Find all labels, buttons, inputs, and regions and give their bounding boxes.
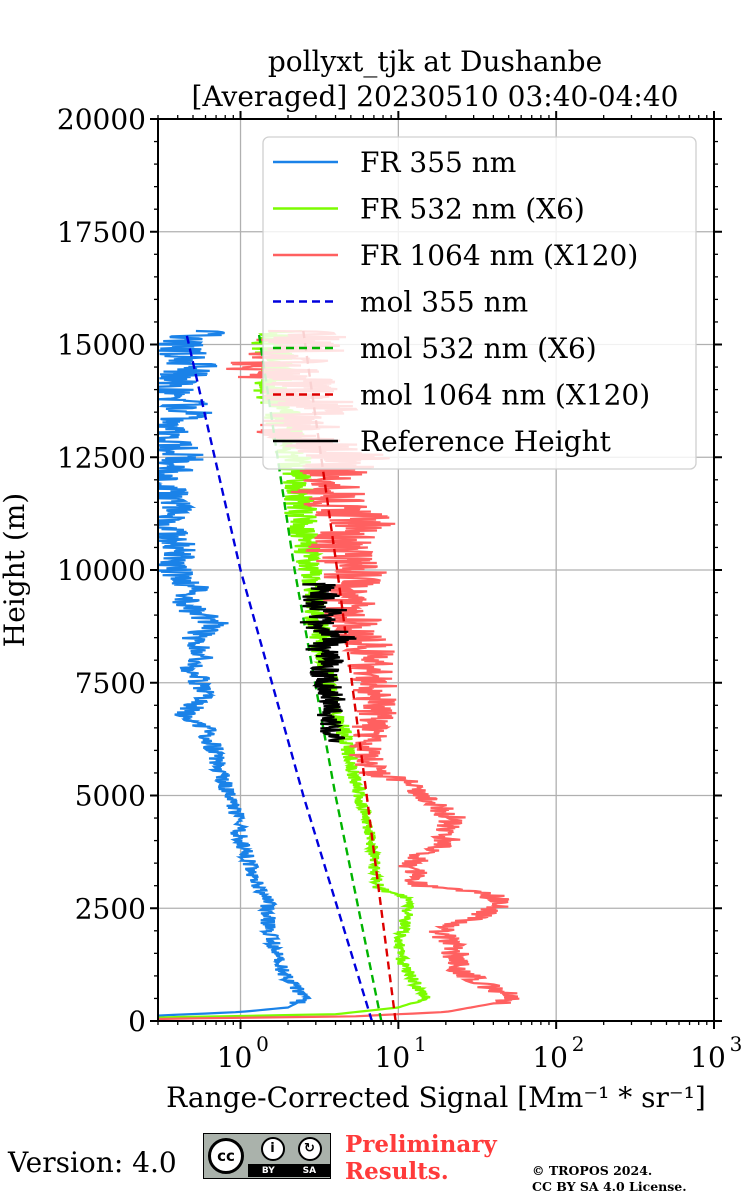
x-tick-label: 10	[532, 1041, 568, 1074]
legend-label-fr-355-nm: FR 355 nm	[360, 146, 516, 179]
y-tick-label: 5000	[75, 780, 146, 813]
x-tick-exponent: 3	[730, 1032, 743, 1056]
preliminary-line1: Preliminary	[345, 1131, 497, 1158]
series-mol-355-nm	[184, 330, 374, 1021]
y-tick-label: 0	[128, 1005, 146, 1038]
x-tick-label: 10	[375, 1041, 411, 1074]
legend-label-fr-532-nm-x6: FR 532 nm (X6)	[360, 193, 585, 226]
range-corrected-signal-chart: pollyxt_tjk at Dushanbe [Averaged] 20230…	[0, 45, 742, 1114]
y-tick-label: 20000	[57, 103, 146, 136]
legend-box	[262, 136, 697, 470]
version-label: Version: 4.0	[8, 1146, 177, 1179]
cc-by-label: BY	[261, 1165, 275, 1176]
y-tick-label: 15000	[57, 329, 146, 362]
share-alike-icon: ↻	[297, 1137, 322, 1161]
axis-ticks: 0250050007500100001250015000175002000010…	[57, 103, 742, 1074]
x-tick-label: 10	[690, 1041, 726, 1074]
attribution-icon: i	[260, 1137, 285, 1161]
y-tick-label: 7500	[75, 667, 146, 700]
cc-sa-label: SA	[302, 1165, 317, 1176]
y-axis-label: Height (m)	[0, 493, 31, 647]
legend-label-mol-1064-nm-x120: mol 1064 nm (X120)	[360, 379, 650, 412]
legend-label-mol-532-nm-x6: mol 532 nm (X6)	[360, 332, 597, 365]
copyright-line1: © TROPOS 2024.	[532, 1163, 653, 1178]
copyright-line2: CC BY SA 4.0 License.	[532, 1179, 687, 1194]
legend-label-mol-355-nm: mol 355 nm	[360, 286, 528, 319]
legend: FR 355 nm FR 532 nm (X6) FR 1064 nm (X120)…	[262, 136, 697, 470]
y-tick-label: 2500	[75, 892, 146, 925]
x-tick-exponent: 2	[572, 1032, 585, 1056]
copyright-notice: © TROPOS 2024. CC BY SA 4.0 License.	[532, 1163, 687, 1195]
chart-title-line1: pollyxt_tjk at Dushanbe	[268, 45, 602, 78]
legend-label-fr-1064-nm-x120: FR 1064 nm (X120)	[360, 239, 638, 272]
y-tick-label: 12500	[57, 441, 146, 474]
y-tick-label: 10000	[57, 554, 146, 587]
preliminary-line2: Results.	[345, 1158, 449, 1185]
cc-license-badge: cc i ↻ BY SA	[203, 1133, 331, 1179]
legend-label-reference-height: Reference Height	[360, 425, 612, 458]
x-tick-exponent: 1	[414, 1032, 427, 1056]
x-axis-label: Range-Corrected Signal [Mm⁻¹ * sr⁻¹]	[166, 1081, 706, 1114]
cc-icon: cc	[208, 1138, 244, 1174]
preliminary-results-label: Preliminary Results.	[345, 1131, 497, 1185]
y-tick-label: 17500	[57, 216, 146, 249]
series-reference-height	[299, 582, 357, 743]
x-tick-label: 10	[217, 1041, 253, 1074]
x-tick-exponent: 0	[256, 1032, 269, 1056]
chart-title-line2: [Averaged] 20230510 03:40-04:40	[192, 80, 679, 113]
series-fr-355-nm	[158, 329, 312, 1021]
